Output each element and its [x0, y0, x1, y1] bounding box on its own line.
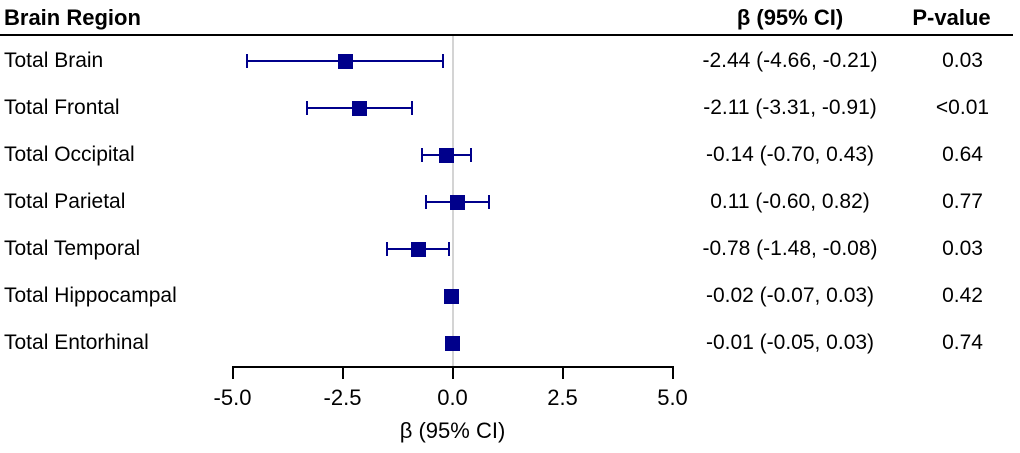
column-header-beta-ci: β (95% CI) — [736, 5, 844, 30]
x-axis-tick-label: 2.5 — [547, 385, 578, 410]
p-value: 0.64 — [942, 143, 983, 166]
point-estimate-marker — [444, 335, 460, 351]
p-value: 0.74 — [942, 331, 983, 354]
ci-cap-left — [305, 101, 308, 115]
x-axis-tick — [561, 366, 564, 379]
row-label: Total Entorhinal — [4, 331, 149, 354]
beta-ci-value: -0.01 (-0.05, 0.03) — [705, 331, 875, 354]
beta-ci-value: -2.44 (-4.66, -0.21) — [702, 49, 878, 72]
ci-cap-left — [425, 195, 428, 209]
row-label: Total Temporal — [4, 237, 141, 260]
p-value: 0.42 — [942, 284, 983, 307]
row-label: Total Parietal — [4, 190, 126, 213]
ci-cap-left — [386, 242, 389, 256]
beta-ci-value: 0.11 (-0.60, 0.82) — [710, 190, 870, 213]
ci-cap-right — [470, 148, 473, 162]
point-estimate-marker — [352, 100, 368, 116]
row-label: Total Hippocampal — [4, 284, 177, 307]
row-label: Total Occipital — [4, 143, 135, 166]
p-value: 0.77 — [942, 190, 983, 213]
p-value: <0.01 — [935, 96, 990, 119]
beta-ci-value: -2.11 (-3.31, -0.91) — [703, 96, 877, 119]
x-axis-tick-label: -2.5 — [323, 385, 362, 410]
column-header-brain-region: Brain Region — [4, 5, 141, 30]
ci-cap-left — [420, 148, 423, 162]
p-value: 0.03 — [942, 49, 983, 72]
ci-cap-right — [442, 54, 445, 68]
beta-ci-value: -0.02 (-0.07, 0.03) — [705, 284, 875, 307]
point-estimate-marker — [337, 53, 353, 69]
x-axis-tick — [341, 366, 344, 379]
column-header-p-value: P-value — [912, 5, 991, 30]
x-axis-title: β (95% CI) — [399, 418, 506, 443]
x-axis-tick-label: 5.0 — [657, 385, 688, 410]
point-estimate-marker — [438, 147, 454, 163]
row-label: Total Frontal — [4, 96, 120, 119]
point-estimate-marker — [410, 241, 426, 257]
point-estimate-marker — [444, 288, 460, 304]
ci-cap-right — [447, 242, 450, 256]
header-rule — [0, 34, 1013, 36]
ci-cap-right — [411, 101, 414, 115]
beta-ci-value: -0.14 (-0.70, 0.43) — [705, 143, 875, 166]
x-axis-tick — [451, 366, 454, 379]
x-axis-tick-label: -5.0 — [213, 385, 252, 410]
point-estimate-marker — [449, 194, 465, 210]
ci-cap-right — [487, 195, 490, 209]
beta-ci-value: -0.78 (-1.48, -0.08) — [702, 237, 878, 260]
x-axis-tick — [231, 366, 234, 379]
x-axis-tick — [671, 366, 674, 379]
ci-cap-left — [246, 54, 249, 68]
x-axis-tick-label: 0.0 — [437, 385, 468, 410]
row-label: Total Brain — [4, 49, 104, 72]
p-value: 0.03 — [942, 237, 983, 260]
